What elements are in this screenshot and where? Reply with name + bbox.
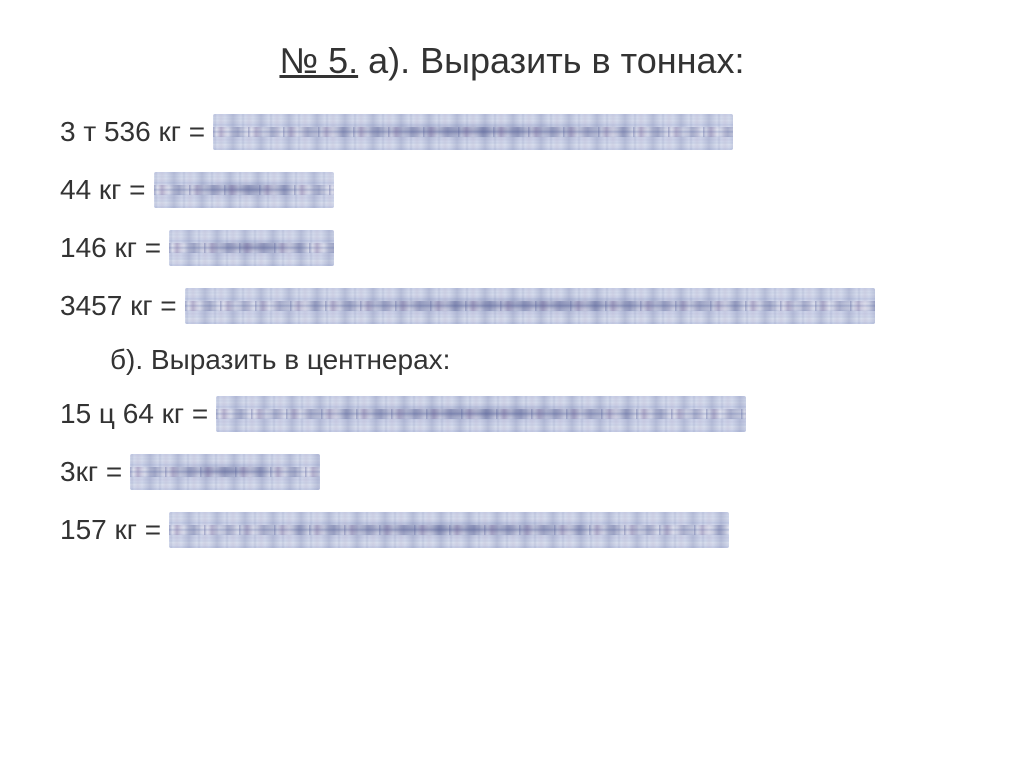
title-text: а). Выразить в тоннах: — [358, 40, 744, 81]
answer-blur — [216, 396, 746, 432]
answer-blur — [185, 288, 875, 324]
row-label: 157 кг = — [60, 514, 161, 546]
section-a-row: 3 т 536 кг = — [60, 112, 964, 152]
section-b: 15 ц 64 кг = 3кг = 157 кг = — [60, 394, 964, 550]
section-a: 3 т 536 кг = 44 кг = 146 кг = 3457 кг = — [60, 112, 964, 326]
row-label: 3457 кг = — [60, 290, 177, 322]
section-a-row: 146 кг = — [60, 228, 964, 268]
answer-blur — [130, 454, 320, 490]
page-title: № 5. а). Выразить в тоннах: — [60, 40, 964, 82]
title-number: № 5. — [279, 40, 358, 81]
subtitle-b: б). Выразить в центнерах: — [60, 344, 964, 376]
answer-blur — [169, 230, 334, 266]
section-b-row: 3кг = — [60, 452, 964, 492]
row-label: 44 кг = — [60, 174, 146, 206]
answer-blur — [213, 114, 733, 150]
section-a-row: 3457 кг = — [60, 286, 964, 326]
section-b-row: 157 кг = — [60, 510, 964, 550]
answer-blur — [154, 172, 334, 208]
row-label: 3 т 536 кг = — [60, 116, 205, 148]
row-label: 15 ц 64 кг = — [60, 398, 208, 430]
section-b-row: 15 ц 64 кг = — [60, 394, 964, 434]
section-a-row: 44 кг = — [60, 170, 964, 210]
row-label: 3кг = — [60, 456, 122, 488]
answer-blur — [169, 512, 729, 548]
row-label: 146 кг = — [60, 232, 161, 264]
